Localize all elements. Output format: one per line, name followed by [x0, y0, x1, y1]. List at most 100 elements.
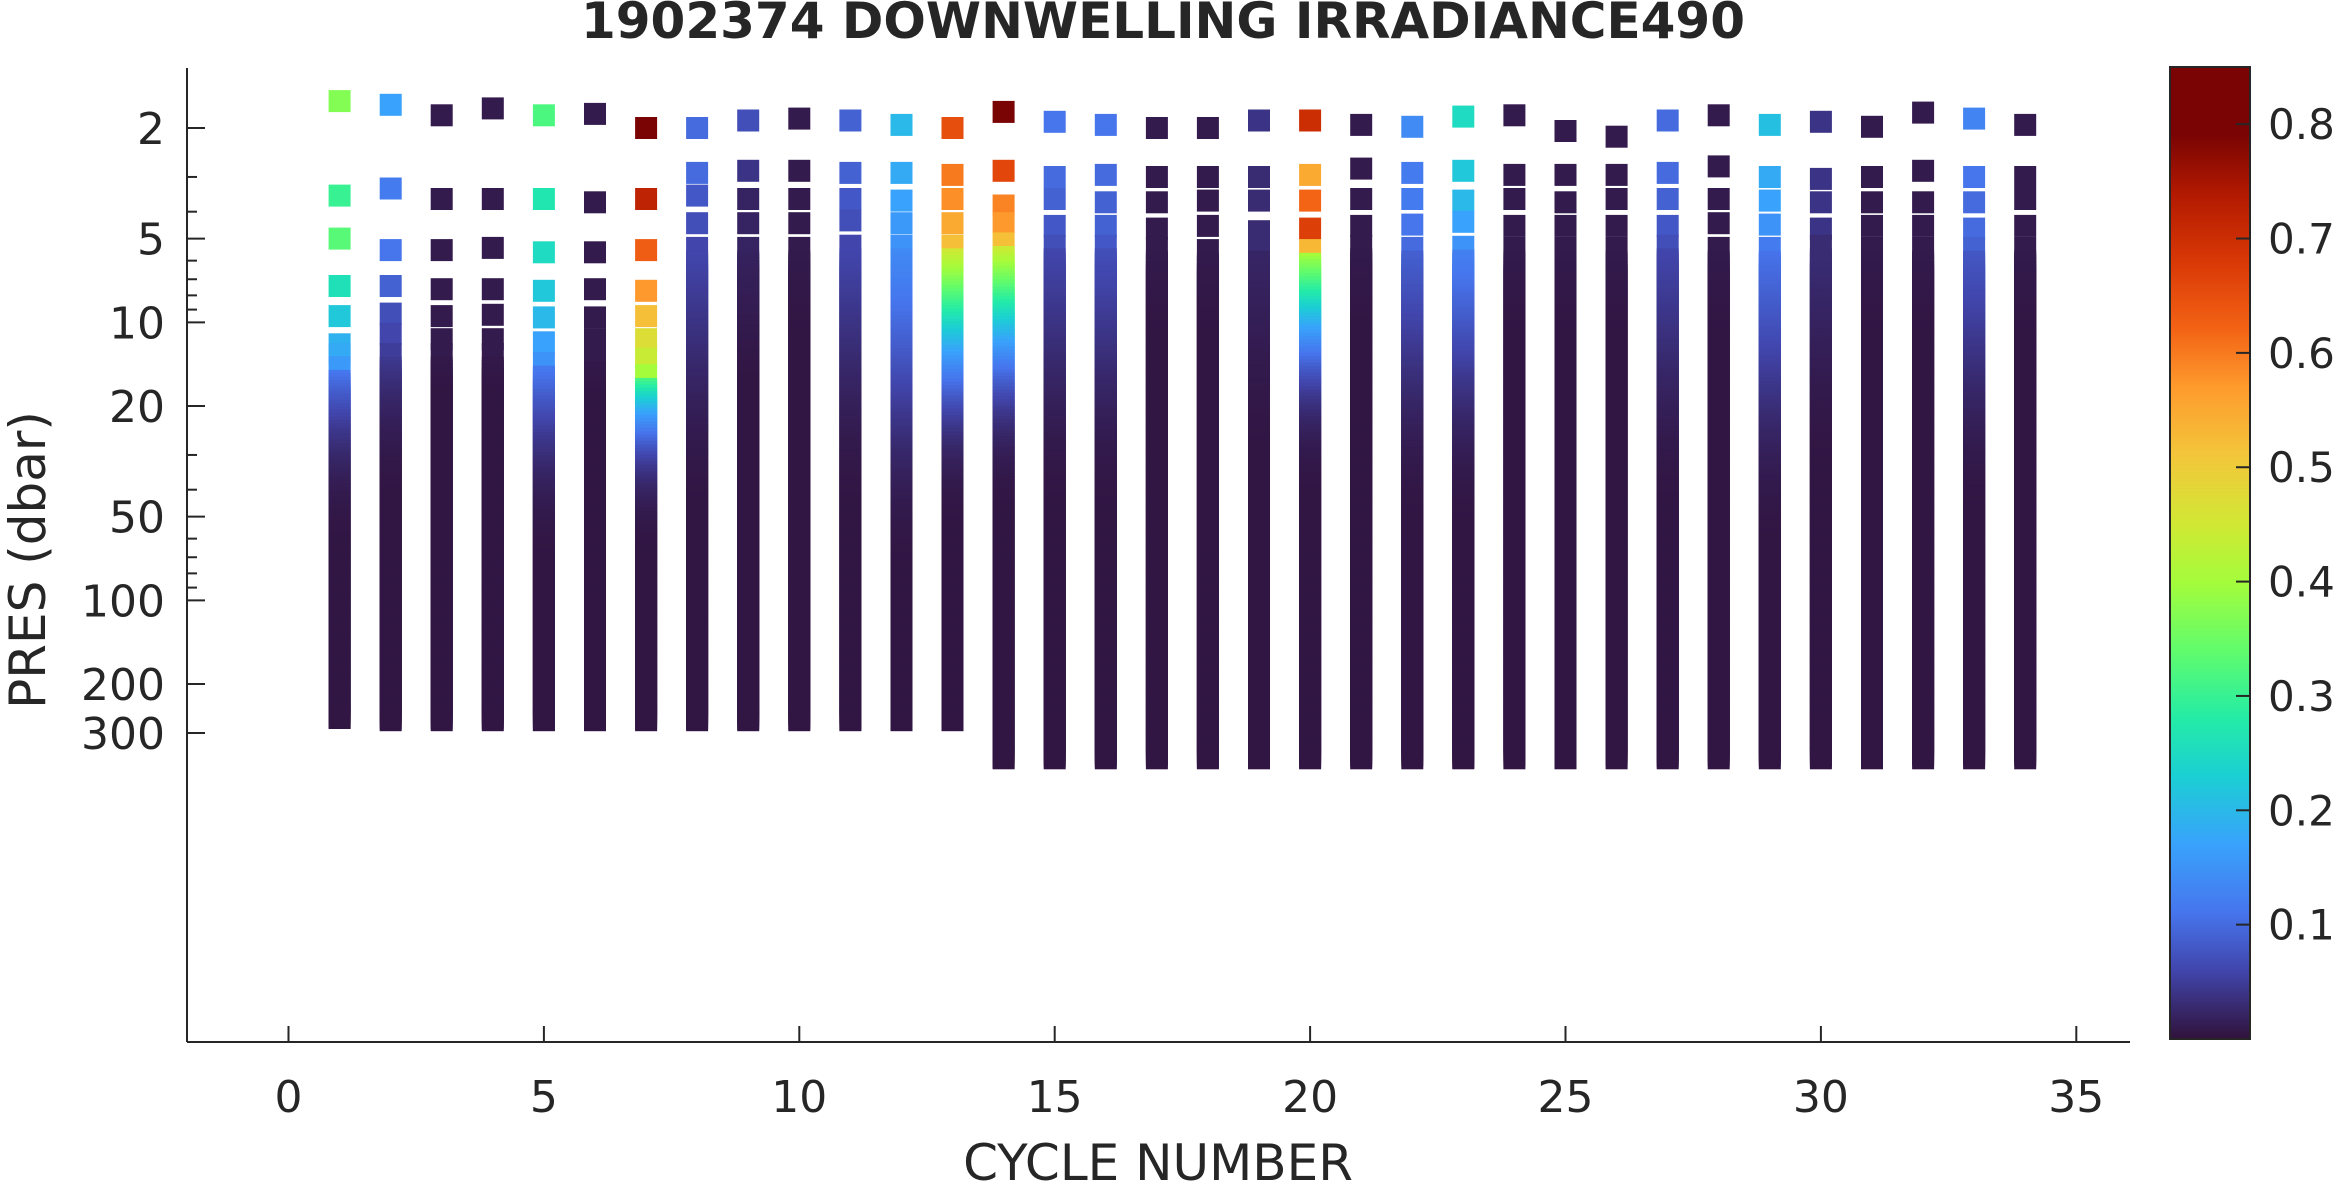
data-point: [891, 212, 913, 234]
data-point: [1095, 191, 1117, 213]
data-point: [1095, 164, 1117, 186]
profile-cycle-25: [1555, 120, 1577, 769]
x-tick-label: 25: [1538, 1072, 1594, 1123]
data-point: [1759, 166, 1781, 188]
data-point: [891, 709, 913, 731]
profile-cycle-8: [686, 117, 708, 731]
data-point: [1401, 747, 1423, 769]
data-point: [1555, 120, 1577, 142]
data-point: [1503, 164, 1525, 186]
x-tick-label: 0: [275, 1072, 303, 1123]
data-point: [686, 709, 708, 731]
data-point: [635, 239, 657, 261]
data-point: [329, 185, 351, 207]
profile-cycle-26: [1606, 126, 1628, 770]
data-point: [1095, 114, 1117, 136]
data-point: [1452, 211, 1474, 233]
data-point: [1963, 747, 1985, 769]
data-point: [431, 188, 453, 210]
profile-cycle-23: [1452, 106, 1474, 770]
data-point: [1657, 110, 1679, 132]
data-point: [1299, 190, 1321, 212]
data-point: [1657, 188, 1679, 210]
data-point: [1503, 215, 1525, 237]
data-point: [788, 160, 810, 182]
data-point: [380, 94, 402, 116]
data-point: [1299, 218, 1321, 240]
data-point: [533, 331, 555, 353]
data-point: [584, 328, 606, 350]
data-point: [1095, 747, 1117, 769]
y-tick-label: 20: [109, 382, 165, 433]
data-point: [1708, 747, 1730, 769]
data-point: [1146, 117, 1168, 139]
profile-cycle-2: [380, 94, 402, 731]
data-point: [737, 212, 759, 234]
data-point: [1657, 747, 1679, 769]
profile-cycle-7: [635, 117, 657, 731]
y-tick-label: 50: [109, 493, 165, 544]
data-point: [1912, 102, 1934, 124]
data-point: [1963, 218, 1985, 240]
data-point: [1299, 747, 1321, 769]
data-point: [1708, 155, 1730, 177]
data-point: [1401, 188, 1423, 210]
data-point: [1350, 158, 1372, 180]
y-tick-label: 10: [109, 298, 165, 349]
profile-cycle-12: [891, 114, 913, 731]
data-point: [329, 275, 351, 297]
data-point: [1044, 747, 1066, 769]
data-point: [635, 188, 657, 210]
profile-cycle-22: [1401, 116, 1423, 770]
data-point: [482, 304, 504, 326]
data-point: [1861, 747, 1883, 769]
data-point: [1912, 191, 1934, 213]
data-point: [380, 323, 402, 345]
profile-cycle-30: [1810, 111, 1832, 770]
data-point: [380, 303, 402, 325]
profile-cycle-34: [2014, 114, 2036, 769]
data-point: [942, 188, 964, 210]
y-tick-label: 5: [137, 215, 165, 266]
data-point: [686, 117, 708, 139]
data-point: [1248, 747, 1270, 769]
data-point: [1606, 747, 1628, 769]
x-tick-label: 30: [1793, 1072, 1849, 1123]
profile-cycle-18: [1197, 117, 1219, 769]
profile-cycle-29: [1759, 114, 1781, 769]
data-point: [686, 162, 708, 184]
profile-cycle-4: [482, 97, 504, 731]
data-point: [1146, 218, 1168, 240]
data-point: [891, 162, 913, 184]
profile-cycle-24: [1503, 104, 1525, 769]
data-point: [1810, 747, 1832, 769]
data-point: [1708, 212, 1730, 234]
y-tick-label: 200: [81, 660, 165, 711]
data-point: [1708, 188, 1730, 210]
profile-cycle-19: [1248, 110, 1270, 770]
data-point: [1963, 108, 1985, 130]
profile-cycle-16: [1095, 114, 1117, 769]
chart-title: 1902374 DOWNWELLING IRRADIANCE490: [581, 0, 1745, 50]
data-point: [1197, 117, 1219, 139]
data-point: [482, 188, 504, 210]
data-point: [482, 97, 504, 119]
data-point: [1606, 215, 1628, 237]
data-point: [584, 278, 606, 300]
data-point: [1963, 191, 1985, 213]
data-point: [2014, 114, 2036, 136]
data-point: [1503, 104, 1525, 126]
data-point: [1810, 168, 1832, 190]
data-point: [329, 90, 351, 112]
data-point: [584, 709, 606, 731]
data-point: [1095, 215, 1117, 237]
data-point: [1452, 106, 1474, 128]
data-point: [839, 209, 861, 231]
data-point: [482, 709, 504, 731]
data-point: [1146, 747, 1168, 769]
data-point: [1350, 215, 1372, 237]
data-point: [431, 709, 453, 731]
data-point: [686, 212, 708, 234]
